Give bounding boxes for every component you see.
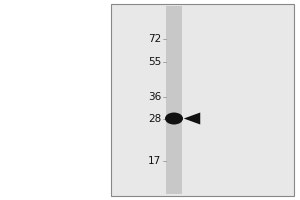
Text: 36: 36: [148, 92, 161, 102]
Polygon shape: [184, 113, 200, 125]
Bar: [111, 4, 294, 196]
Text: 72: 72: [148, 34, 161, 44]
Text: WiDr: WiDr: [174, 0, 204, 2]
Text: 17: 17: [148, 156, 161, 166]
Ellipse shape: [165, 113, 183, 125]
Bar: [166, 6, 182, 194]
Text: 55: 55: [148, 57, 161, 67]
Text: 28: 28: [148, 114, 161, 124]
